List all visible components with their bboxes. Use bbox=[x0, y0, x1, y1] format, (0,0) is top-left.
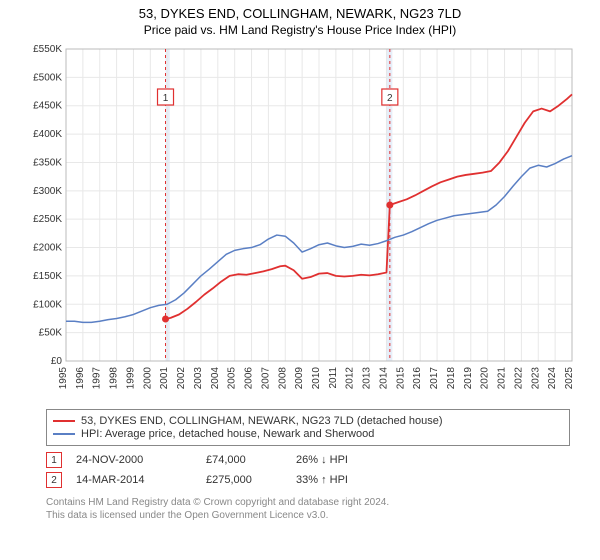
legend: 53, DYKES END, COLLINGHAM, NEWARK, NG23 … bbox=[46, 409, 570, 446]
chart-svg: £0 £50K £100K £150K £200K £250K £300K £350K £400… bbox=[20, 41, 580, 401]
chart-subtitle: Price paid vs. HM Land Registry's House … bbox=[0, 23, 600, 37]
sale-delta: 26% ↓ HPI bbox=[296, 454, 396, 466]
legend-row: HPI: Average price, detached house, Newa… bbox=[53, 428, 563, 440]
sale-row: 2 14-MAR-2014£275,00033% ↑ HPI bbox=[46, 472, 570, 488]
sale-price: £74,000 bbox=[206, 454, 296, 466]
legend-label: 53, DYKES END, COLLINGHAM, NEWARK, NG23 … bbox=[81, 415, 443, 427]
svg-text:1: 1 bbox=[163, 93, 169, 104]
sales-table: 1 24-NOV-2000£74,00026% ↓ HPI 2 14-MAR-2014… bbox=[46, 452, 570, 488]
svg-text:2003: 2003 bbox=[193, 367, 204, 390]
svg-text:2016: 2016 bbox=[412, 367, 423, 390]
svg-text:1997: 1997 bbox=[92, 367, 103, 390]
legend-row: 53, DYKES END, COLLINGHAM, NEWARK, NG23 … bbox=[53, 415, 563, 427]
svg-text:£400K: £400K bbox=[33, 129, 62, 140]
legend-swatch bbox=[53, 420, 75, 422]
sale-marker: 2 bbox=[46, 472, 62, 488]
svg-text:£300K: £300K bbox=[33, 186, 62, 197]
footer-line-1: Contains HM Land Registry data © Crown c… bbox=[46, 496, 570, 509]
svg-text:2019: 2019 bbox=[463, 367, 474, 390]
svg-text:£50K: £50K bbox=[39, 328, 63, 339]
chart-area: £0 £50K £100K £150K £200K £250K £300K £350K £400… bbox=[20, 41, 580, 401]
footer-line-2: This data is licensed under the Open Gov… bbox=[46, 509, 570, 522]
svg-text:2024: 2024 bbox=[547, 367, 558, 390]
svg-text:1998: 1998 bbox=[109, 367, 120, 390]
svg-text:1995: 1995 bbox=[58, 367, 69, 390]
svg-text:2: 2 bbox=[387, 93, 393, 104]
svg-text:2017: 2017 bbox=[429, 367, 440, 390]
svg-text:2006: 2006 bbox=[244, 367, 255, 390]
sale-row: 1 24-NOV-2000£74,00026% ↓ HPI bbox=[46, 452, 570, 468]
svg-text:2010: 2010 bbox=[311, 367, 322, 390]
svg-text:£150K: £150K bbox=[33, 271, 62, 282]
svg-text:2014: 2014 bbox=[378, 367, 389, 390]
svg-text:2022: 2022 bbox=[513, 367, 524, 390]
svg-text:£200K: £200K bbox=[33, 243, 62, 254]
svg-text:£550K: £550K bbox=[33, 44, 62, 55]
svg-text:2023: 2023 bbox=[530, 367, 541, 390]
svg-text:2001: 2001 bbox=[159, 367, 170, 390]
svg-text:£350K: £350K bbox=[33, 157, 62, 168]
svg-text:£100K: £100K bbox=[33, 299, 62, 310]
svg-text:2005: 2005 bbox=[227, 367, 238, 390]
chart-title: 53, DYKES END, COLLINGHAM, NEWARK, NG23 … bbox=[0, 6, 600, 21]
svg-text:1999: 1999 bbox=[125, 367, 136, 390]
footer: Contains HM Land Registry data © Crown c… bbox=[46, 496, 570, 522]
svg-text:2018: 2018 bbox=[446, 367, 457, 390]
sale-date: 24-NOV-2000 bbox=[76, 454, 206, 466]
svg-text:2013: 2013 bbox=[362, 367, 373, 390]
svg-text:£500K: £500K bbox=[33, 72, 62, 83]
svg-text:2004: 2004 bbox=[210, 367, 221, 390]
svg-text:£450K: £450K bbox=[33, 101, 62, 112]
svg-text:2008: 2008 bbox=[277, 367, 288, 390]
svg-text:2025: 2025 bbox=[564, 367, 575, 390]
svg-text:2011: 2011 bbox=[328, 367, 339, 389]
svg-text:2012: 2012 bbox=[345, 367, 356, 390]
sale-delta: 33% ↑ HPI bbox=[296, 474, 396, 486]
svg-text:2015: 2015 bbox=[395, 367, 406, 390]
sale-marker: 1 bbox=[46, 452, 62, 468]
svg-text:1996: 1996 bbox=[75, 367, 86, 390]
svg-text:2007: 2007 bbox=[260, 367, 271, 390]
svg-text:2021: 2021 bbox=[497, 367, 508, 390]
legend-label: HPI: Average price, detached house, Newa… bbox=[81, 428, 374, 440]
svg-text:£0: £0 bbox=[51, 356, 63, 367]
svg-text:£250K: £250K bbox=[33, 214, 62, 225]
svg-text:2020: 2020 bbox=[480, 367, 491, 390]
sale-date: 14-MAR-2014 bbox=[76, 474, 206, 486]
svg-text:2000: 2000 bbox=[142, 367, 153, 390]
sale-price: £275,000 bbox=[206, 474, 296, 486]
legend-swatch bbox=[53, 433, 75, 435]
svg-text:2002: 2002 bbox=[176, 367, 187, 390]
svg-text:2009: 2009 bbox=[294, 367, 305, 390]
